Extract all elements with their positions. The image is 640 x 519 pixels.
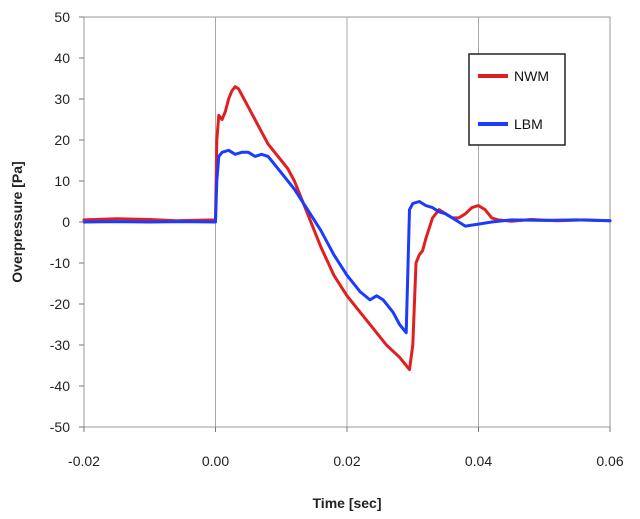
- y-tick-label: 50: [54, 9, 70, 25]
- y-tick-label: -30: [50, 337, 70, 353]
- legend: NWM LBM: [468, 53, 566, 146]
- x-tick-label: 0.00: [202, 453, 229, 469]
- series-line-nwm: [82, 85, 612, 372]
- legend-label-nwm: NWM: [514, 68, 549, 84]
- x-tick-label: 0.02: [333, 453, 360, 469]
- y-tick-label: -10: [50, 255, 70, 271]
- legend-box: [468, 53, 566, 146]
- y-tick-label: 20: [54, 132, 70, 148]
- y-axis-ticks: -50 -40 -30 -20 -10 0 10 20 30 40 50: [50, 9, 84, 435]
- y-tick-label: 0: [62, 214, 70, 230]
- y-tick-label: -20: [50, 296, 70, 312]
- y-axis-title: Overpressure [Pa]: [9, 161, 25, 282]
- x-axis-title: Time [sec]: [313, 495, 382, 511]
- y-tick-label: 10: [54, 173, 70, 189]
- y-tick-label: -50: [50, 419, 70, 435]
- y-tick-label: -40: [50, 378, 70, 394]
- x-tick-label: 0.04: [465, 453, 492, 469]
- grid-lines: [215, 17, 479, 427]
- x-tick-label: 0.06: [596, 453, 623, 469]
- x-axis-ticks: -0.02 0.00 0.02 0.04 0.06: [68, 427, 624, 469]
- series-line-lbm: [82, 148, 612, 335]
- y-tick-label: 40: [54, 50, 70, 66]
- x-tick-label: -0.02: [68, 453, 100, 469]
- legend-label-lbm: LBM: [514, 116, 543, 132]
- series-lines: [82, 85, 612, 372]
- y-tick-label: 30: [54, 91, 70, 107]
